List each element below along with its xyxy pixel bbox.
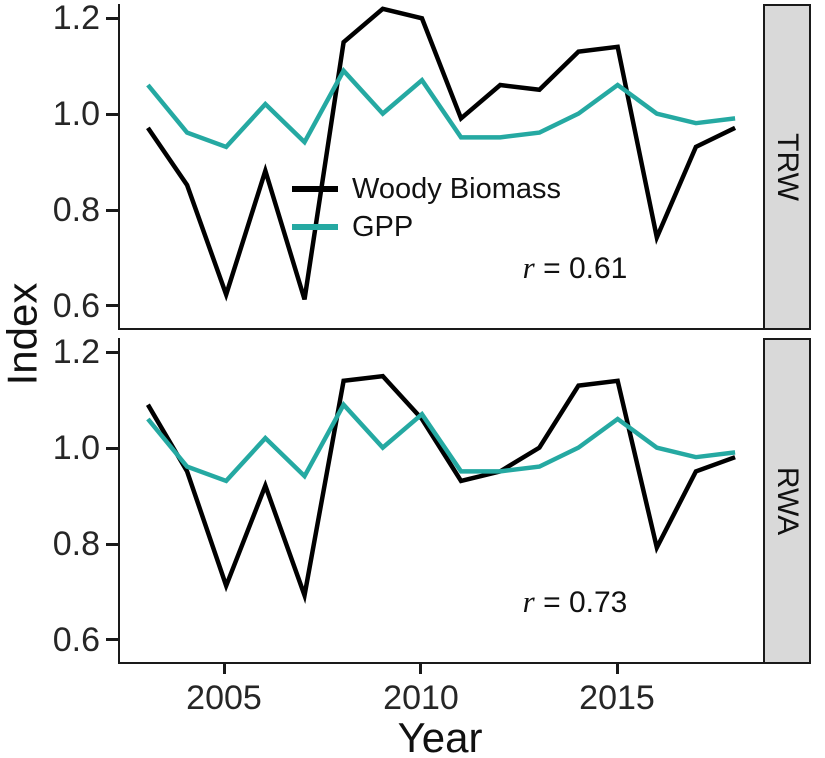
x-tick-mark [616,664,619,674]
legend-item-woody-biomass: Woody Biomass [292,170,561,208]
annotation-symbol: r [522,250,535,285]
correlation-annotation-trw: r = 0.61 [500,250,650,290]
x-tick-mark [419,664,422,674]
y-tick-mark [106,113,118,116]
legend-label-gpp: GPP [352,210,414,243]
y-tick-mark [106,447,118,450]
y-tick-label: 0.6 [52,287,100,325]
legend-swatch-woody-biomass [292,186,338,192]
legend: Woody Biomass GPP [292,170,561,246]
facet-strip-trw: TRW [763,4,811,330]
facet-strip-rwa: RWA [763,338,811,664]
y-tick-label: 1.2 [52,0,100,37]
annotation-value: = 0.73 [534,586,628,619]
facet-strip-rwa-label: RWA [771,466,804,536]
annotation-symbol: r [522,584,535,619]
panel-trw [118,4,763,330]
y-tick-mark [106,638,118,641]
series-line-gpp [146,66,736,150]
y-tick-mark [106,304,118,307]
x-tick-label: 2010 [383,679,459,717]
annotation-value: = 0.61 [534,252,628,285]
y-tick-label: 0.8 [52,525,100,563]
series-line-gpp [146,400,736,484]
y-tick-label: 1.0 [52,429,100,467]
legend-swatch-gpp [292,224,338,230]
y-tick-label: 0.8 [52,191,100,229]
x-tick-label: 2015 [579,679,655,717]
y-tick-mark [106,17,118,20]
y-tick-label: 0.6 [52,621,100,659]
panel-rwa-plot [145,373,736,604]
y-tick-label: 1.0 [52,95,100,133]
legend-label-woody-biomass: Woody Biomass [352,172,561,205]
panel-trw-plot [146,6,737,302]
x-tick-label: 2005 [186,679,262,717]
series-line-woody-biomass [146,6,737,302]
panel-rwa [118,338,763,664]
facet-strip-trw-label: TRW [771,133,805,201]
y-tick-mark [106,351,118,354]
x-axis-title: Year [397,714,483,758]
y-tick-mark [106,209,118,212]
series-line-woody-biomass [145,373,736,604]
legend-item-gpp: GPP [292,208,561,246]
y-tick-label: 1.2 [52,333,100,371]
x-tick-mark [223,664,226,674]
correlation-annotation-rwa: r = 0.73 [500,584,650,624]
y-tick-mark [106,543,118,546]
